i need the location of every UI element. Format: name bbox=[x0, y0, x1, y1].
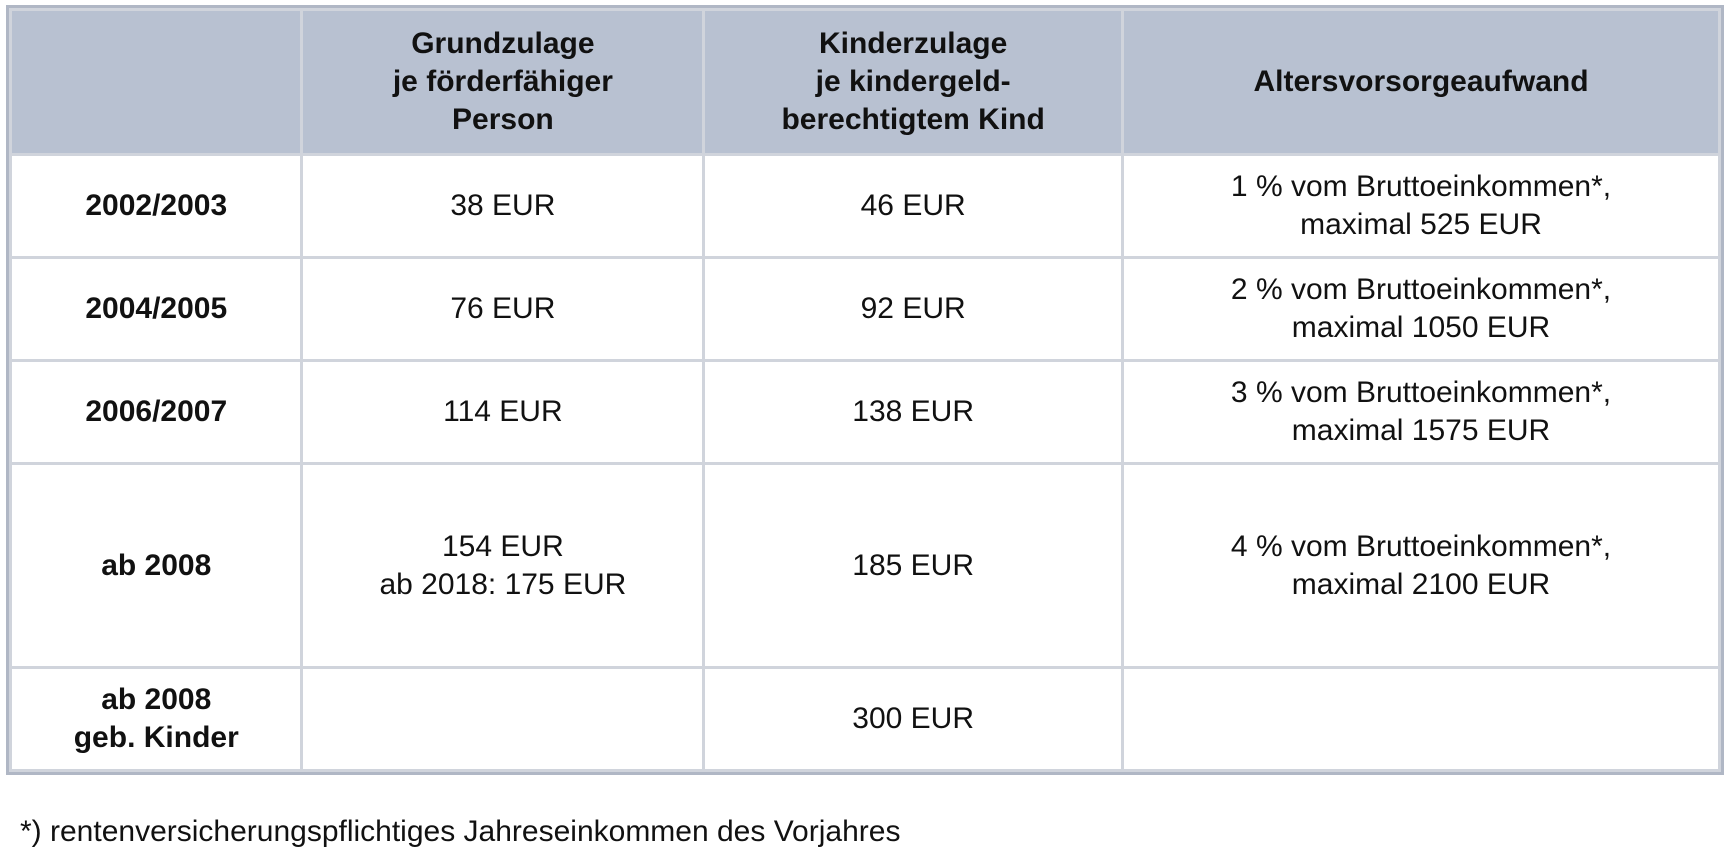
table-row: ab 2008 154 EUR ab 2018: 175 EUR 185 EUR… bbox=[12, 465, 1718, 666]
grundzulage-cell: 114 EUR bbox=[303, 362, 703, 463]
kinderzulage-cell: 92 EUR bbox=[705, 258, 1122, 360]
table-row: 2006/2007 114 EUR 138 EUR 3 % vom Brutto… bbox=[12, 362, 1718, 463]
aufwand-cell bbox=[1124, 668, 1718, 769]
year-cell: 2002/2003 bbox=[12, 155, 301, 256]
grundzulage-cell: 76 EUR bbox=[303, 258, 703, 360]
table-row: 2002/2003 38 EUR 46 EUR 1 % vom Bruttoei… bbox=[12, 155, 1718, 256]
kinderzulage-cell: 185 EUR bbox=[705, 465, 1122, 666]
kinderzulage-cell: 46 EUR bbox=[705, 155, 1122, 256]
table-row: ab 2008 geb. Kinder 300 EUR bbox=[12, 668, 1718, 769]
year-cell: ab 2008 bbox=[12, 465, 301, 666]
grundzulage-cell: 154 EUR ab 2018: 175 EUR bbox=[303, 465, 703, 666]
year-cell: 2004/2005 bbox=[12, 258, 301, 360]
table-container: Grundzulage je förderfähiger Person Kind… bbox=[6, 5, 1724, 775]
aufwand-cell: 3 % vom Bruttoeinkommen*, maximal 1575 E… bbox=[1124, 362, 1718, 463]
header-row: Grundzulage je förderfähiger Person Kind… bbox=[12, 11, 1718, 153]
header-empty-cell bbox=[12, 11, 301, 153]
header-grundzulage: Grundzulage je förderfähiger Person bbox=[303, 11, 703, 153]
year-cell: 2006/2007 bbox=[12, 362, 301, 463]
aufwand-cell: 2 % vom Bruttoeinkommen*, maximal 1050 E… bbox=[1124, 258, 1718, 360]
aufwand-cell: 1 % vom Bruttoeinkommen*, maximal 525 EU… bbox=[1124, 155, 1718, 256]
aufwand-cell: 4 % vom Bruttoeinkommen*, maximal 2100 E… bbox=[1124, 465, 1718, 666]
year-cell: ab 2008 geb. Kinder bbox=[12, 668, 301, 769]
kinderzulage-cell: 138 EUR bbox=[705, 362, 1122, 463]
allowance-table: Grundzulage je förderfähiger Person Kind… bbox=[9, 8, 1721, 772]
kinderzulage-cell: 300 EUR bbox=[705, 668, 1122, 769]
grundzulage-cell: 38 EUR bbox=[303, 155, 703, 256]
header-kinderzulage: Kinderzulage je kindergeld- berechtigtem… bbox=[705, 11, 1122, 153]
header-altersvorsorgeaufwand: Altersvorsorgeaufwand bbox=[1124, 11, 1718, 153]
footnote: *) rentenversicherungspflichtiges Jahres… bbox=[20, 815, 901, 848]
grundzulage-cell bbox=[303, 668, 703, 769]
table-row: 2004/2005 76 EUR 92 EUR 2 % vom Bruttoei… bbox=[12, 258, 1718, 360]
